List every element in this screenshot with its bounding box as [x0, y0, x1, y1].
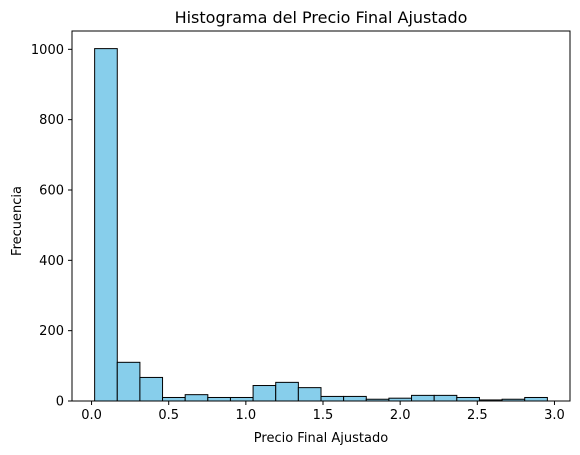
histogram-bar	[320, 395, 345, 402]
histogram-bar	[411, 394, 435, 402]
histogram-bar	[433, 394, 458, 402]
histogram-bar	[275, 381, 299, 402]
x-tick-label: 2.0	[390, 408, 411, 423]
histogram-bar	[524, 396, 548, 402]
histogram-bar	[207, 396, 231, 402]
histogram-bar	[116, 361, 141, 402]
histogram-bar	[184, 394, 209, 402]
histogram-bar	[94, 48, 118, 402]
histogram-bar	[456, 396, 480, 402]
histogram-bar	[229, 396, 254, 402]
x-tick-label: 3.0	[544, 408, 565, 423]
histogram-bar	[139, 376, 164, 402]
y-tick-label: 0	[56, 395, 64, 410]
x-axis-label: Precio Final Ajustado	[254, 431, 388, 446]
x-tick-label: 2.5	[467, 408, 488, 423]
histogram-bar	[252, 385, 277, 402]
y-tick-label: 1000	[31, 43, 64, 58]
x-tick-label: 1.5	[313, 408, 334, 423]
y-axis-ticks: 0 200 400 600 800 1000	[31, 43, 72, 410]
plot-frame	[71, 30, 571, 402]
x-tick-label: 0.5	[158, 408, 179, 423]
chart-title: Histograma del Precio Final Ajustado	[175, 8, 468, 27]
x-tick-label: 1.0	[236, 408, 257, 423]
histogram-bars	[94, 48, 548, 402]
y-axis-label: Frecuencia	[10, 186, 25, 256]
y-tick-label: 800	[39, 113, 64, 128]
y-tick-label: 400	[39, 254, 64, 269]
x-axis-ticks: 0.0 0.5 1.0 1.5 2.0 2.5 3.0	[81, 401, 565, 423]
y-tick-label: 600	[39, 183, 64, 198]
x-tick-label: 0.0	[81, 408, 102, 423]
histogram-bar	[297, 387, 322, 402]
histogram-bar	[162, 396, 186, 402]
y-tick-label: 200	[39, 324, 64, 339]
histogram-bar	[343, 395, 367, 402]
